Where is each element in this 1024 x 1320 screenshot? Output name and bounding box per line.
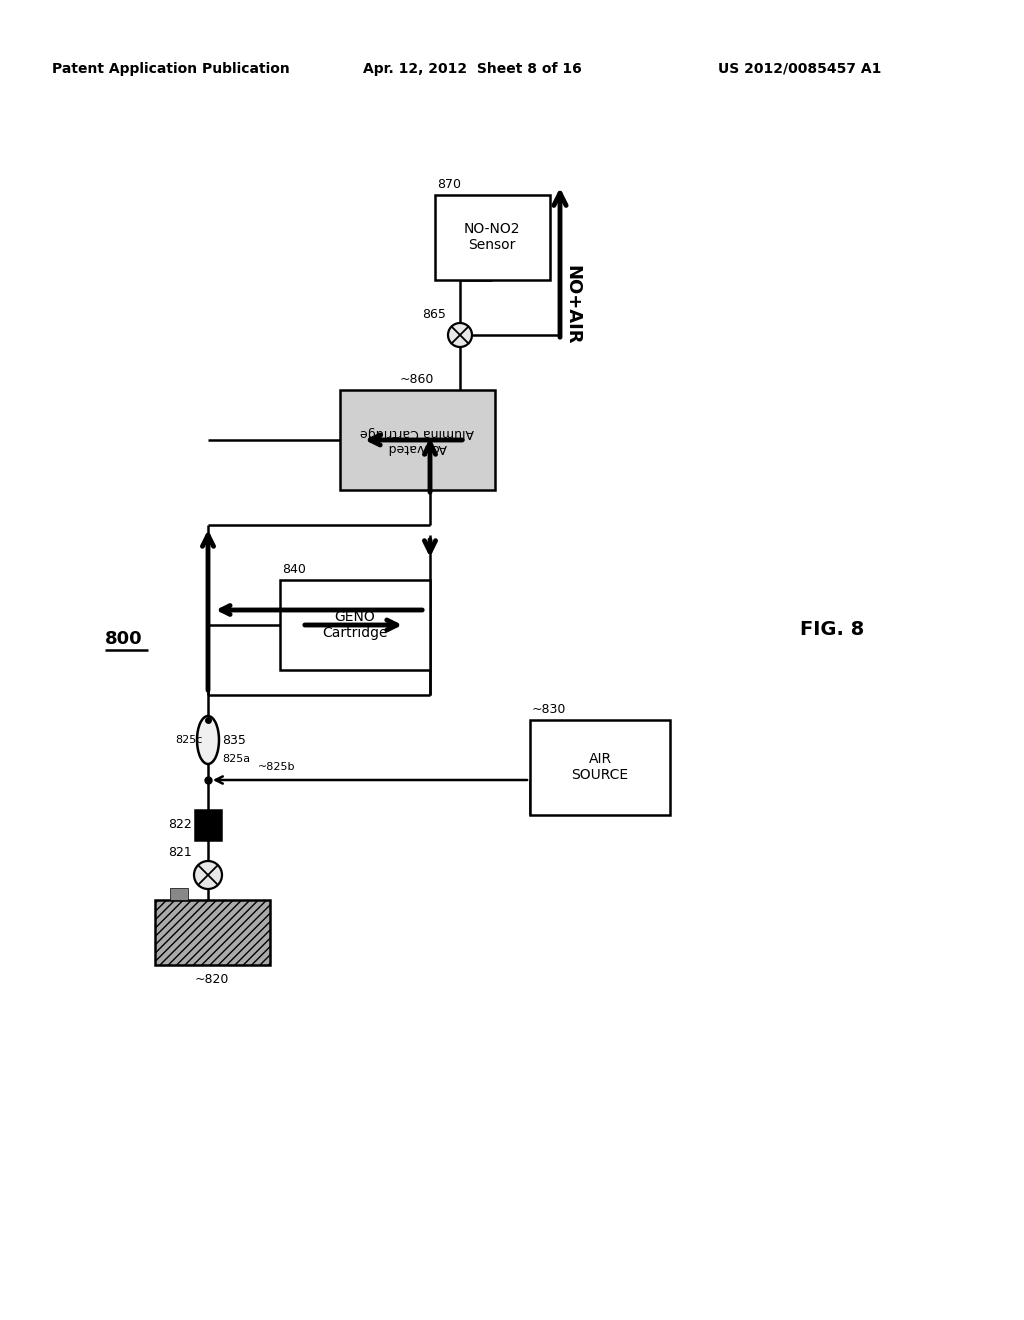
Text: NO+AIR: NO+AIR <box>563 265 581 345</box>
Text: 825a: 825a <box>222 754 250 764</box>
Text: AIR
SOURCE: AIR SOURCE <box>571 752 629 781</box>
Bar <box>435 195 550 280</box>
Text: ~860: ~860 <box>399 374 434 385</box>
Circle shape <box>449 323 472 347</box>
Bar <box>155 900 270 965</box>
Text: 800: 800 <box>105 630 142 648</box>
Text: Apr. 12, 2012  Sheet 8 of 16: Apr. 12, 2012 Sheet 8 of 16 <box>362 62 582 77</box>
Ellipse shape <box>197 715 219 764</box>
Text: ~820: ~820 <box>195 973 229 986</box>
Bar <box>170 888 188 900</box>
Text: 840: 840 <box>282 564 306 576</box>
Text: 825c: 825c <box>176 735 203 744</box>
Text: Patent Application Publication: Patent Application Publication <box>52 62 290 77</box>
Bar <box>280 579 430 671</box>
Text: GENO
Cartridge: GENO Cartridge <box>323 610 388 640</box>
Bar <box>195 810 221 840</box>
Text: ~825b: ~825b <box>258 762 296 772</box>
Text: 822: 822 <box>168 818 193 832</box>
Text: 870: 870 <box>437 178 461 191</box>
Text: NO-NO2
Sensor: NO-NO2 Sensor <box>464 222 520 252</box>
Text: 835: 835 <box>222 734 246 747</box>
Text: 821: 821 <box>168 846 193 859</box>
Text: ~830: ~830 <box>532 704 566 715</box>
Bar <box>530 719 670 814</box>
Bar <box>340 389 495 490</box>
Text: Activated
Alumina Cartridge: Activated Alumina Cartridge <box>360 426 474 454</box>
Text: FIG. 8: FIG. 8 <box>800 620 864 639</box>
Text: US 2012/0085457 A1: US 2012/0085457 A1 <box>718 62 882 77</box>
Text: 865: 865 <box>422 308 446 321</box>
Circle shape <box>194 861 222 888</box>
